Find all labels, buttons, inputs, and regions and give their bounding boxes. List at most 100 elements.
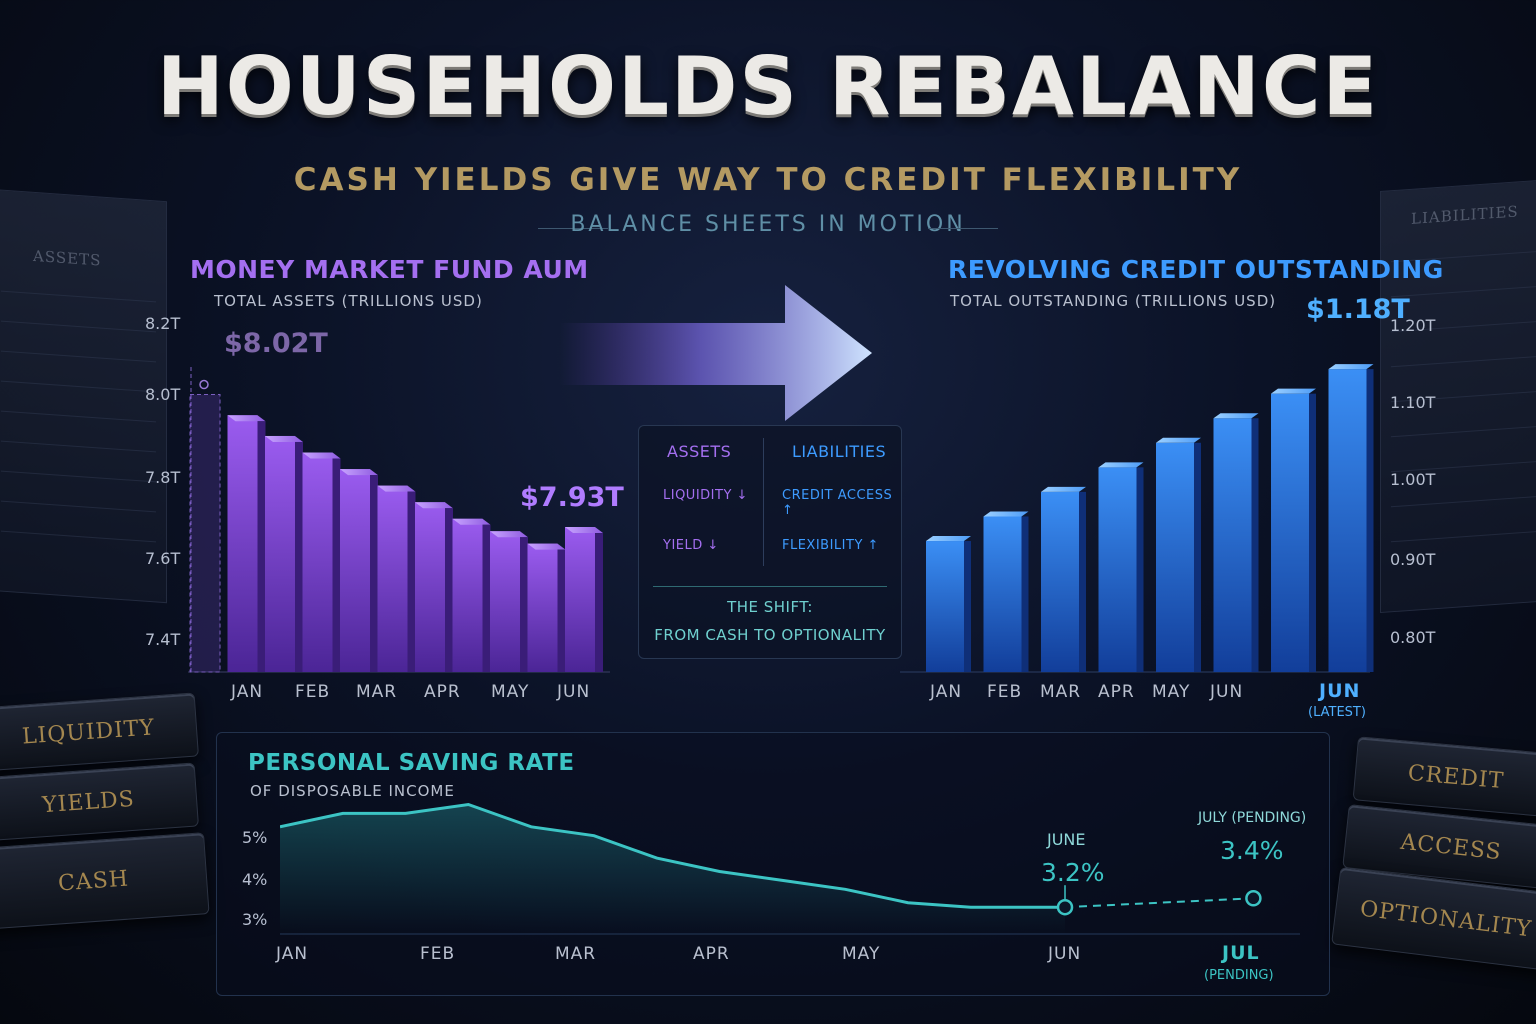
credit-bar: [1271, 388, 1316, 672]
mmf-bar-side: [257, 421, 266, 672]
page-subtitle: CASH YIELDS GIVE WAY TO CREDIT FLEXIBILI…: [293, 162, 1243, 198]
mmf-y-tick: 7.6T: [145, 549, 181, 568]
saving-x-label-pending: JUL: [1222, 942, 1260, 964]
mmf-marker-dot: [199, 379, 209, 390]
saving-area: [280, 804, 1065, 934]
book-label: CREDIT: [1406, 760, 1506, 794]
mmf-bar: [490, 531, 528, 672]
credit-bar-body: [1041, 491, 1079, 672]
saving-chart-title: PERSONAL SAVING RATE: [248, 750, 575, 776]
credit-x-label: APR: [1098, 682, 1135, 702]
saving-y-tick: 4%: [242, 870, 268, 889]
tagline-rule-left: [538, 228, 608, 229]
saving-july-point: [1245, 890, 1262, 907]
mmf-bar-body: [565, 527, 595, 672]
credit-bar-side: [1136, 467, 1144, 672]
book-label: LIQUIDITY: [21, 714, 156, 750]
credit-y-tick: 0.80T: [1390, 628, 1436, 647]
credit-bar-body: [1156, 442, 1194, 672]
credit-bar-side: [1194, 442, 1201, 672]
mmf-bar: [302, 452, 341, 672]
credit-x-label: FEB: [987, 682, 1023, 702]
mmf-annotation-end: $7.93T: [520, 482, 624, 513]
page-title: HOUSEHOLDS REBALANCE: [156, 40, 1380, 133]
mmf-bar-body: [265, 435, 295, 672]
mmf-bar: [340, 469, 378, 672]
saving-y-tick: 5%: [242, 828, 268, 847]
credit-bar-chart: [900, 364, 1374, 673]
credit-bar-side: [1021, 516, 1029, 672]
credit-bar-top: [1328, 364, 1374, 370]
page-tagline: BALANCE SHEETS IN MOTION: [570, 212, 966, 237]
saving-x-label: MAY: [842, 944, 881, 964]
credit-bar-top: [1271, 388, 1316, 394]
credit-bar-body: [1213, 418, 1252, 672]
assets-ledger-title: ASSETS: [33, 246, 102, 270]
mmf-bar: [189, 394, 221, 673]
mmf-bar-body: [227, 415, 258, 672]
mmf-bar-body: [302, 452, 333, 672]
credit-annotation-latest: $1.18T: [1306, 294, 1410, 325]
mmf-bar-side: [595, 533, 603, 672]
mmf-bar: [377, 485, 416, 672]
credit-bar-body: [1098, 467, 1137, 672]
mmf-bar-top: [490, 531, 528, 538]
mmf-y-tick: 8.2T: [145, 314, 181, 333]
credit-x-label: JUN: [1210, 682, 1244, 702]
credit-x-sublabel: (LATEST): [1308, 705, 1366, 720]
mmf-bar-side: [482, 524, 491, 672]
credit-bar-side: [1309, 393, 1316, 672]
saving-july-value: 3.4%: [1220, 836, 1284, 865]
credit-bar-body: [983, 516, 1022, 672]
credit-bar-side: [1079, 491, 1086, 672]
credit-bar-top: [1213, 413, 1259, 419]
mmf-x-label: MAR: [356, 682, 398, 702]
saving-x-label: JUN: [1048, 944, 1082, 964]
mmf-bar-top: [452, 518, 491, 525]
credit-x-label-latest: JUN: [1319, 680, 1361, 702]
saving-june-value: 3.2%: [1041, 858, 1105, 887]
saving-x-label: JAN: [276, 944, 309, 964]
credit-bar: [1328, 364, 1374, 672]
credit-bar: [1156, 437, 1201, 672]
book-label: CASH: [57, 866, 130, 896]
assets-header: ASSETS: [667, 442, 732, 461]
mmf-x-label: MAY: [491, 682, 530, 702]
mmf-x-label: FEB: [295, 682, 331, 702]
assets-item-liquidity: LIQUIDITY ↓: [663, 488, 748, 503]
liabilities-header: LIABILITIES: [792, 442, 887, 461]
panel-divider-horizontal: [653, 586, 887, 587]
credit-bar-top: [926, 536, 971, 542]
saving-july-label: JULY (PENDING): [1198, 810, 1307, 826]
mmf-bar-chart: [188, 366, 610, 673]
credit-bar: [926, 536, 971, 672]
credit-x-label: MAR: [1040, 682, 1082, 702]
mmf-bar-top: [377, 485, 416, 492]
assets-ledger-decor: ASSETS: [0, 188, 167, 604]
mmf-bar-top: [565, 527, 603, 534]
mmf-bar-body: [415, 502, 445, 672]
mmf-bar: [265, 435, 303, 672]
credit-y-tick: 1.00T: [1390, 470, 1436, 489]
mmf-bar-side: [520, 537, 528, 672]
saving-x-label: FEB: [420, 944, 456, 964]
mmf-bar: [527, 543, 566, 672]
mmf-x-label: JUN: [557, 682, 591, 702]
saving-june-point: [1056, 898, 1074, 916]
book-credit: CREDIT: [1352, 736, 1536, 818]
book-yields: YIELDS: [0, 762, 199, 842]
mmf-bar: [565, 527, 603, 672]
mmf-bar-body: [452, 518, 483, 672]
saving-y-tick: 3%: [242, 910, 268, 929]
credit-bar-body: [926, 541, 964, 672]
credit-bar-body: [1328, 369, 1367, 672]
book-cash: CASH: [0, 832, 210, 930]
mmf-chart-title: MONEY MARKET FUND AUM: [190, 255, 589, 284]
credit-bar-side: [1366, 369, 1374, 672]
book-label: ACCESS: [1399, 829, 1503, 865]
mmf-y-tick: 7.8T: [145, 468, 181, 487]
saving-chart-subtitle: OF DISPOSABLE INCOME: [250, 782, 455, 800]
saving-x-label: APR: [693, 944, 730, 964]
book-label: OPTIONALITY: [1358, 896, 1534, 942]
credit-x-label: JAN: [930, 682, 963, 702]
